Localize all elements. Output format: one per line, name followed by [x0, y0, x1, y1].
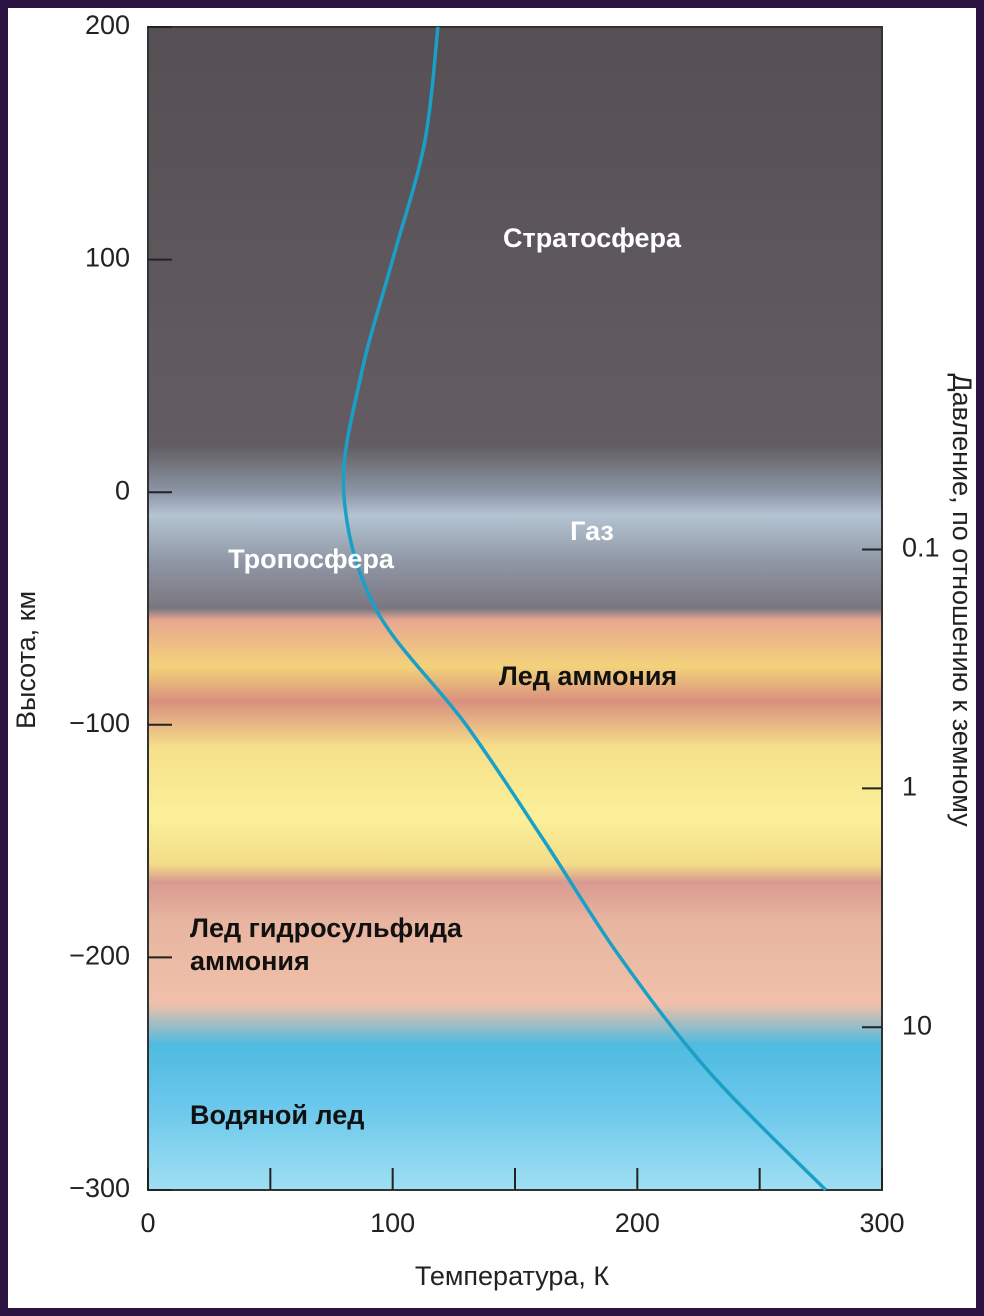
chart: Температура, К Высота, км Давление, по о… [0, 0, 984, 1316]
layer-label: Лед гидросульфида [190, 913, 463, 943]
x-axis-label: Температура, К [415, 1261, 610, 1291]
y-tick-label: 200 [85, 10, 130, 40]
y-tick-label: −300 [69, 1173, 130, 1203]
y-tick-label: 100 [85, 243, 130, 273]
y-tick-label: 0 [115, 475, 130, 505]
layer-label: Лед аммония [499, 661, 677, 691]
layer-label: Водяной лед [190, 1100, 364, 1130]
y2-tick-label: 1 [902, 771, 917, 801]
plot-area [148, 27, 882, 1190]
layer-label: Газ [570, 516, 614, 546]
y2-tick-label: 10 [902, 1010, 932, 1040]
x-tick-label: 200 [615, 1208, 660, 1238]
layer-label: аммония [190, 946, 310, 976]
x-tick-label: 300 [859, 1208, 904, 1238]
x-tick-label: 0 [140, 1208, 155, 1238]
y-tick-label: −100 [69, 708, 130, 738]
y2-tick-label: 0.1 [902, 533, 940, 563]
y-axis-label: Высота, км [11, 591, 41, 729]
layer-label: Стратосфера [503, 223, 682, 253]
x-tick-label: 100 [370, 1208, 415, 1238]
y-tick-label: −200 [69, 941, 130, 971]
layer-label: Тропосфера [228, 544, 395, 574]
y2-axis-label: Давление, по отношению к земному [947, 373, 977, 827]
